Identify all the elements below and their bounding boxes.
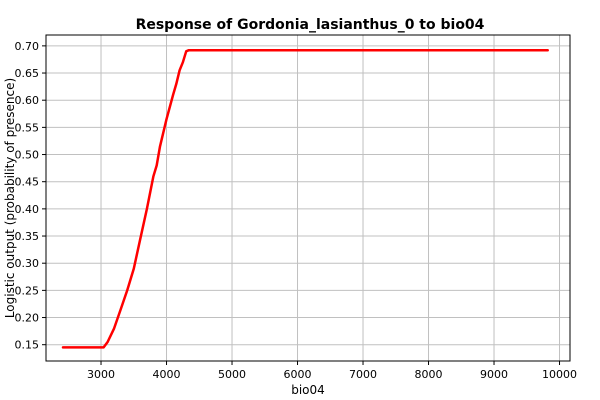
response-curve (61, 48, 549, 349)
x-axis-label: bio04 (291, 383, 325, 397)
x-tick-label: 8000 (415, 368, 443, 381)
y-tick-label: 0.70 (15, 40, 40, 53)
y-tick-label: 0.20 (15, 312, 40, 325)
series-layer (61, 48, 549, 349)
y-tick-label: 0.65 (15, 67, 40, 80)
plot-frame (45, 34, 571, 362)
y-tick-label: 0.40 (15, 203, 40, 216)
y-tick-label: 0.50 (15, 149, 40, 162)
y-tick-label: 0.25 (15, 284, 40, 297)
x-tick-label: 10000 (542, 368, 577, 381)
x-tick-label: 7000 (349, 368, 377, 381)
x-tick-label: 3000 (87, 368, 115, 381)
x-tick-label: 5000 (218, 368, 246, 381)
y-axis-label: Logistic output (probability of presence… (3, 78, 17, 318)
y-tick-label: 0.45 (15, 176, 40, 189)
axis-ticks: 3000 4000 5000 6000 7000 8000 9000 10000 0.15 0.2… (15, 40, 578, 381)
x-tick-label: 9000 (480, 368, 508, 381)
y-tick-label: 0.55 (15, 121, 40, 134)
x-tick-label: 6000 (284, 368, 312, 381)
y-tick-label: 0.60 (15, 94, 40, 107)
y-tick-label: 0.15 (15, 339, 40, 352)
y-tick-label: 0.30 (15, 257, 40, 270)
gridlines (46, 35, 570, 361)
x-tick-label: 4000 (153, 368, 181, 381)
y-tick-label: 0.35 (15, 230, 40, 243)
chart-title: Response of Gordonia_lasianthus_0 to bio… (136, 17, 485, 33)
